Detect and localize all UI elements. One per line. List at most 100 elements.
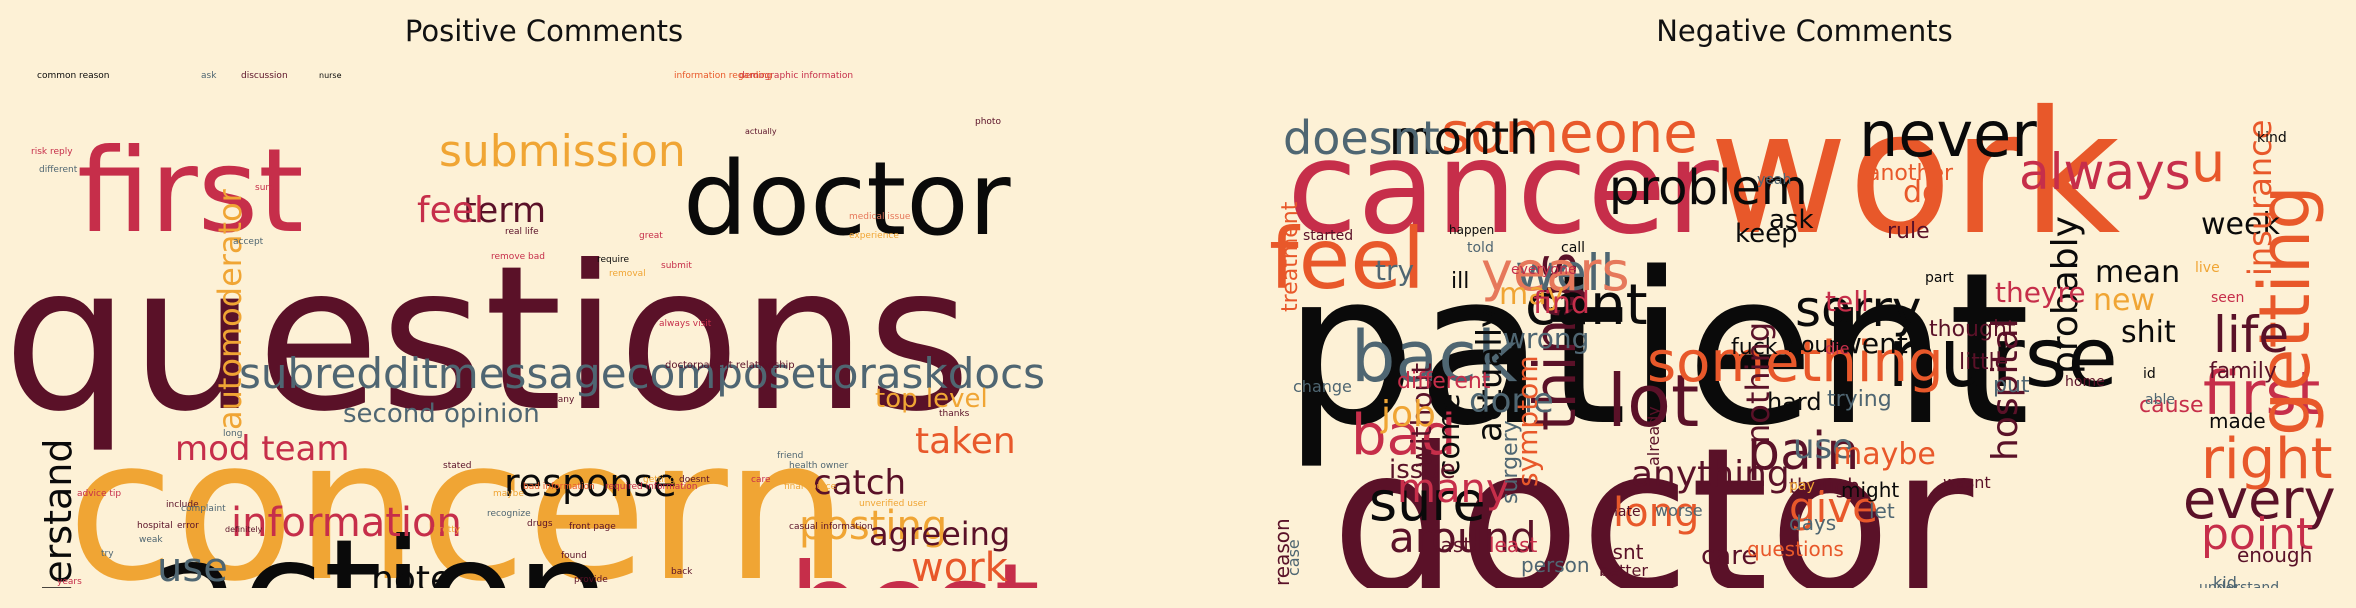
word-questions: questions xyxy=(1747,537,1844,561)
word-sorry: sorry xyxy=(1795,280,1921,338)
word-rule: rule xyxy=(1887,219,1930,244)
word-demographic-information: demographic information xyxy=(739,71,853,81)
word-done: done xyxy=(1469,381,1554,421)
word-automoderator: automoderator xyxy=(211,188,249,430)
word-thanks: thanks xyxy=(939,409,970,419)
word-years: years xyxy=(1481,240,1630,303)
word-understand: understand xyxy=(2199,580,2279,588)
word-pain: pain xyxy=(1747,422,1859,482)
word-wasnt: wasnt xyxy=(1943,473,1991,492)
word-insurance: insurance xyxy=(2241,120,2279,276)
word-family: family xyxy=(2209,359,2277,384)
word-maybe: maybe xyxy=(493,489,524,499)
word-sure: sure xyxy=(1369,470,1486,533)
word-around: around xyxy=(1389,513,1537,562)
word-ask: ask xyxy=(1769,205,1814,235)
word-front-page: front page xyxy=(569,522,616,532)
word-point: point xyxy=(2201,509,2313,560)
word-require: require xyxy=(597,255,629,265)
word-hour: hour xyxy=(1787,333,1838,358)
word-u: u xyxy=(2191,131,2225,194)
word-shit: shit xyxy=(2121,315,2176,350)
word-taken: taken xyxy=(915,421,1016,462)
word-always-visit: always visit xyxy=(659,319,712,329)
word-long: long xyxy=(1613,490,1699,536)
word-started: started xyxy=(1303,228,1353,244)
word-best: best xyxy=(789,539,1040,588)
positive-panel: Positive Comments questionsconcernaction… xyxy=(0,0,1088,608)
word-casual-information: casual information xyxy=(789,522,873,532)
word-seen: seen xyxy=(2211,290,2244,306)
word-part: part xyxy=(1925,270,1954,286)
word-find: find xyxy=(1533,286,1590,321)
word-call: call xyxy=(1561,240,1585,256)
word-photo: photo xyxy=(975,117,1001,127)
word-subredditmessagecomposetoraskdocs: subredditmessagecomposetoraskdocs xyxy=(239,349,1045,398)
word-term: term xyxy=(463,191,546,231)
word-nothing: nothing xyxy=(1739,322,1777,444)
word-try: try xyxy=(101,549,114,559)
word-response: response xyxy=(504,461,677,505)
word-provide: provide xyxy=(574,575,608,585)
word-home: home xyxy=(2065,374,2105,390)
word-lot: lot xyxy=(1607,359,1699,443)
word-live: live xyxy=(2195,260,2220,276)
word-every: every xyxy=(2183,468,2336,531)
word-remove-bad: remove bad xyxy=(491,252,545,262)
word-though: though xyxy=(1789,474,1860,498)
word-getting: getting xyxy=(2244,185,2326,436)
negative-title: Negative Comments xyxy=(1656,14,1953,48)
word-second-opinion: second opinion xyxy=(343,399,540,429)
word-another: another xyxy=(1867,161,1954,186)
word-let: let xyxy=(1869,499,1895,523)
word-hospital: hospital xyxy=(137,521,173,531)
word-weak: weak xyxy=(139,535,163,545)
word-told: told xyxy=(1467,240,1494,256)
word-great: great xyxy=(639,231,663,241)
positive-wordcloud: questionsconcernaction first doctor best sub… xyxy=(9,71,1045,588)
word-things: things xyxy=(1521,252,1589,431)
word-patient: patient xyxy=(1283,227,2030,472)
word-may: may xyxy=(1499,277,1564,312)
word-health-owner: health owner xyxy=(789,461,848,471)
word-already: already xyxy=(1644,406,1663,466)
word-maybe: maybe xyxy=(1833,437,1936,472)
word-error: error xyxy=(177,521,199,531)
word-thought: thought xyxy=(1929,317,2016,342)
word-care: care xyxy=(751,475,771,485)
word-treatment: treatment xyxy=(1278,201,1303,312)
word-feel: feel xyxy=(417,190,484,231)
word-common-reason: common reason xyxy=(37,71,110,81)
word-required-information: required information xyxy=(605,482,698,492)
word-give: give xyxy=(1789,483,1878,532)
word-everyone: everyone xyxy=(1511,262,1577,278)
word-discussion: discussion xyxy=(241,71,288,81)
word-getting: getting xyxy=(643,475,675,485)
word-back: back xyxy=(671,567,693,577)
word-able: able xyxy=(2145,392,2175,408)
word-submit: submit xyxy=(661,261,692,271)
word-fuck: fuck xyxy=(1731,335,1778,360)
word-cause: cause xyxy=(2139,393,2204,418)
word-probably: probably xyxy=(2045,216,2086,374)
word-action: action xyxy=(149,508,611,588)
word-well: well xyxy=(1515,244,1614,302)
word-kind: kind xyxy=(2257,130,2287,146)
negative-panel: Negative Comments patient doctor work cance… xyxy=(1253,0,2356,608)
word-days: days xyxy=(1789,511,1836,535)
word-information-regarding: information regarding xyxy=(674,71,772,81)
word-always: always xyxy=(2019,143,2191,201)
word-note: note xyxy=(371,559,452,588)
word-without: without xyxy=(1405,363,1438,468)
word-last: last xyxy=(1435,533,1471,557)
word-symptom: symptom xyxy=(1511,355,1544,487)
word-issue: issue xyxy=(1389,455,1456,485)
word-complaint: complaint xyxy=(181,504,226,514)
word-theyre: theyre xyxy=(1995,276,2086,309)
word-nurse: nurse xyxy=(319,71,342,80)
word-yeah: yeah xyxy=(1757,172,1791,188)
word-doctorpatient-relationship: doctorpatient relationship xyxy=(665,360,795,371)
word-went: went xyxy=(1839,327,1908,360)
word-try: try xyxy=(1375,254,1414,287)
word-questions: questions xyxy=(9,223,971,456)
